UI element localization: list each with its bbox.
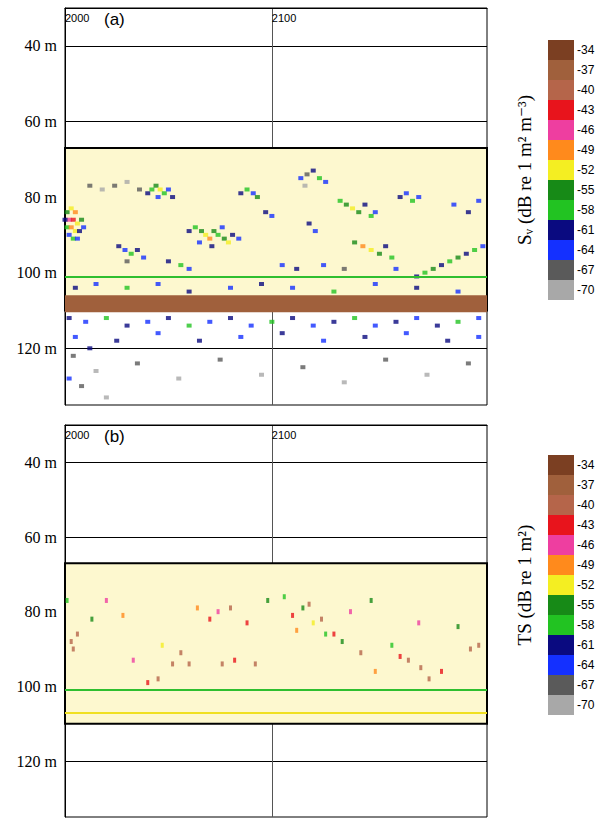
- svg-text:TS (dB re 1 m²): TS (dB re 1 m²): [514, 525, 536, 646]
- svg-text:-64: -64: [577, 243, 595, 257]
- svg-text:2100: 2100: [272, 12, 296, 24]
- svg-text:-49: -49: [577, 558, 595, 572]
- svg-text:-40: -40: [577, 83, 595, 97]
- svg-text:-46: -46: [577, 538, 595, 552]
- svg-text:60 m: 60 m: [25, 529, 58, 546]
- svg-text:2100: 2100: [272, 429, 296, 441]
- svg-text:-61: -61: [577, 223, 595, 237]
- svg-text:100 m: 100 m: [17, 678, 58, 695]
- svg-text:-61: -61: [577, 638, 595, 652]
- svg-text:-52: -52: [577, 163, 595, 177]
- svg-text:-52: -52: [577, 578, 595, 592]
- svg-text:100 m: 100 m: [17, 264, 58, 281]
- svg-text:-49: -49: [577, 143, 595, 157]
- svg-text:120 m: 120 m: [17, 753, 58, 770]
- svg-text:-43: -43: [577, 103, 595, 117]
- svg-text:60 m: 60 m: [25, 113, 58, 130]
- svg-text:-34: -34: [577, 458, 595, 472]
- svg-text:Sᵥ (dB re 1 m² m⁻³): Sᵥ (dB re 1 m² m⁻³): [514, 95, 536, 245]
- svg-text:-55: -55: [577, 183, 595, 197]
- svg-text:-37: -37: [577, 63, 595, 77]
- svg-text:-55: -55: [577, 598, 595, 612]
- svg-text:40 m: 40 m: [25, 37, 58, 54]
- svg-text:80 m: 80 m: [25, 189, 58, 206]
- svg-text:-67: -67: [577, 678, 595, 692]
- svg-text:-67: -67: [577, 263, 595, 277]
- svg-text:-70: -70: [577, 698, 595, 712]
- svg-text:-58: -58: [577, 203, 595, 217]
- svg-text:2000: 2000: [65, 12, 89, 24]
- svg-text:40 m: 40 m: [25, 454, 58, 471]
- svg-text:-58: -58: [577, 618, 595, 632]
- svg-text:-40: -40: [577, 498, 595, 512]
- svg-text:(b): (b): [104, 427, 125, 446]
- svg-text:120 m: 120 m: [17, 340, 58, 357]
- svg-text:(a): (a): [104, 10, 125, 29]
- svg-text:80 m: 80 m: [25, 603, 58, 620]
- svg-text:-46: -46: [577, 123, 595, 137]
- svg-text:-34: -34: [577, 43, 595, 57]
- svg-text:-70: -70: [577, 283, 595, 297]
- svg-text:-37: -37: [577, 478, 595, 492]
- svg-text:2000: 2000: [65, 429, 89, 441]
- svg-text:-43: -43: [577, 518, 595, 532]
- svg-text:-64: -64: [577, 658, 595, 672]
